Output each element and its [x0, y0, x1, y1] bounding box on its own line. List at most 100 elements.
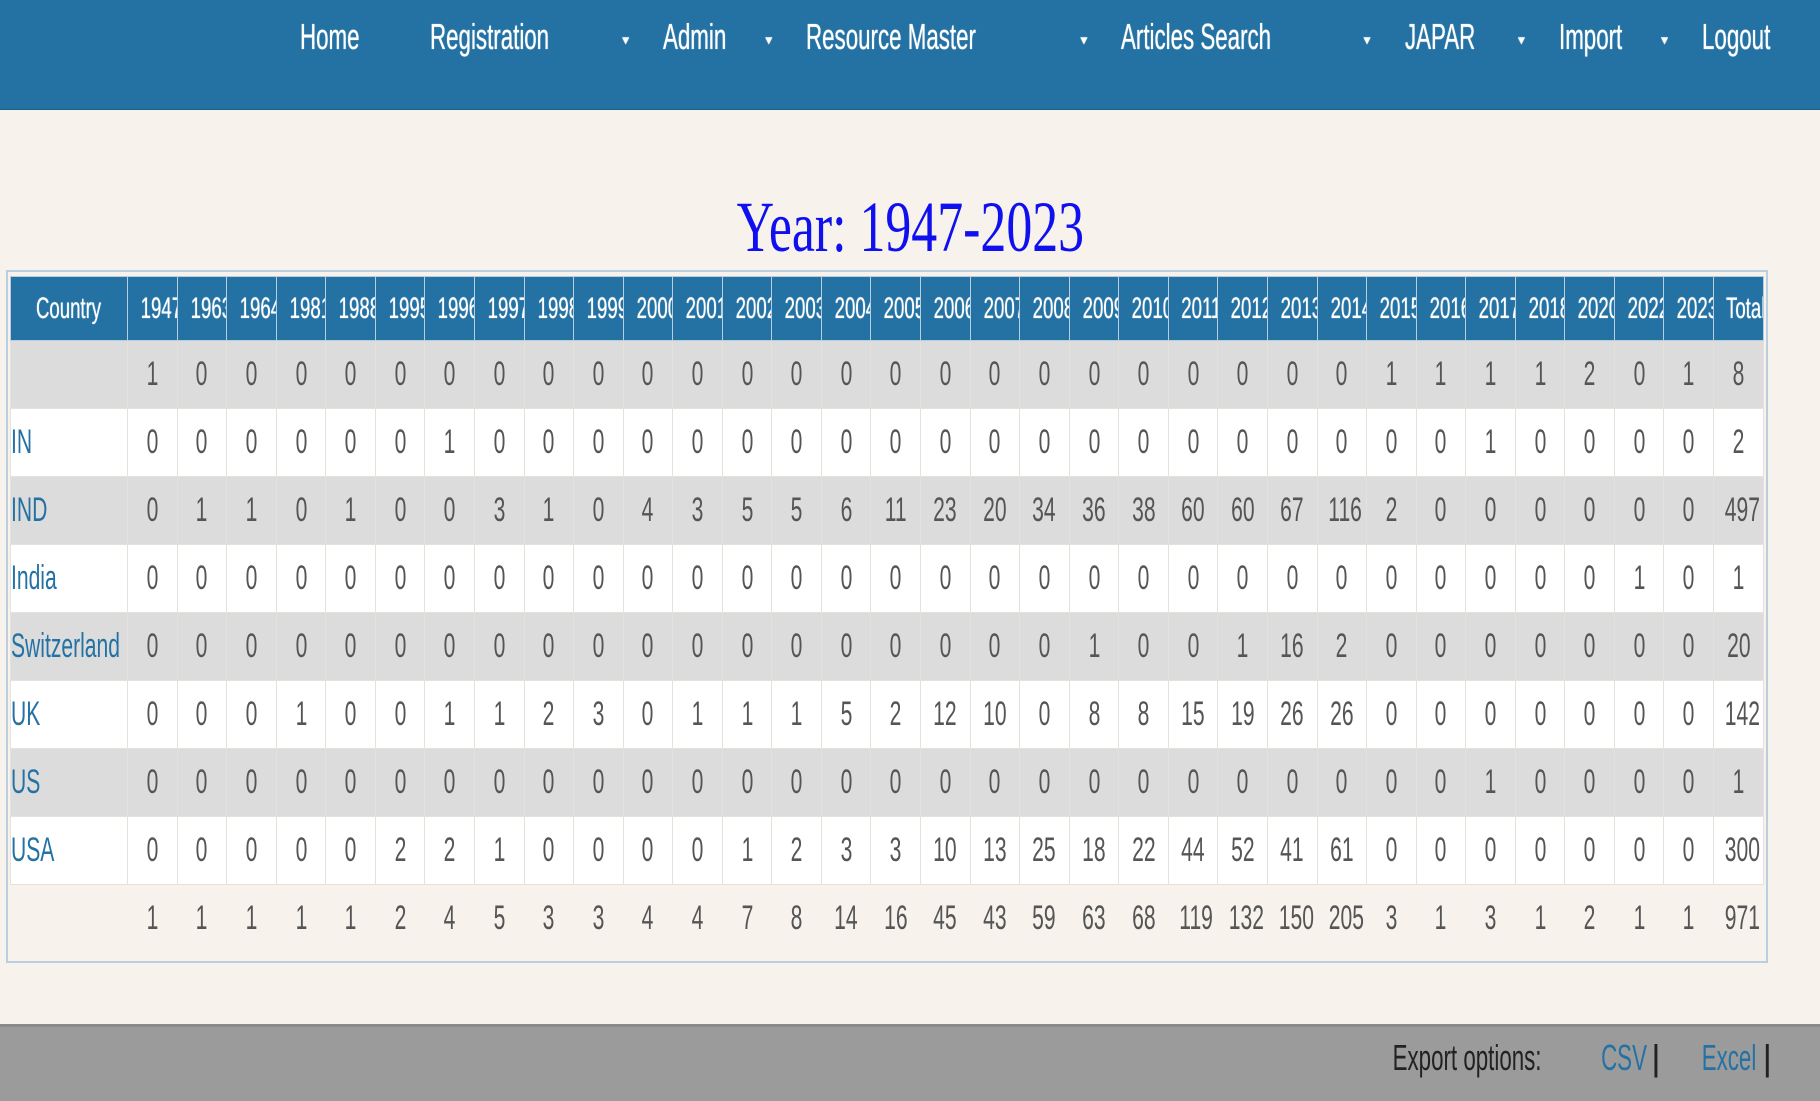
- country-cell[interactable]: US: [10, 748, 128, 817]
- count-cell: 0: [176, 612, 228, 681]
- total-cell: 1: [325, 884, 376, 953]
- column-header: 2003: [771, 276, 822, 341]
- total-cell: 4: [424, 884, 475, 953]
- count-cell: 0: [226, 816, 277, 885]
- nav-item-home[interactable]: Home: [300, 12, 396, 62]
- count-cell: 0: [820, 408, 872, 477]
- count-value: 0: [394, 423, 406, 461]
- count-value: 0: [1088, 423, 1100, 461]
- column-header: 2009: [1068, 276, 1120, 341]
- count-value: 0: [889, 559, 902, 597]
- column-header-label: 1988: [338, 291, 374, 325]
- count-value: 0: [1236, 763, 1249, 801]
- count-cell: 0: [1068, 748, 1120, 817]
- count-value: 0: [195, 831, 208, 869]
- column-header: 2008: [1019, 276, 1070, 341]
- count-value: 0: [493, 763, 506, 801]
- count-value: 0: [295, 423, 307, 461]
- count-value: 0: [939, 627, 952, 665]
- count-value: 67: [1280, 491, 1304, 529]
- nav-item-japar[interactable]: JAPAR ▾: [1405, 12, 1525, 62]
- country-cell[interactable]: Switzerland: [10, 612, 128, 681]
- count-value: 0: [443, 491, 456, 529]
- count-value: 0: [1484, 559, 1497, 597]
- column-header-label: 2009: [1082, 291, 1117, 325]
- count-value: 3: [691, 491, 704, 529]
- nav-item-registration[interactable]: Registration ▾: [430, 12, 629, 62]
- country-name[interactable]: US: [11, 763, 41, 801]
- count-value: 0: [840, 627, 853, 665]
- total-cell: 45: [920, 884, 971, 953]
- count-cell: 0: [1415, 408, 1467, 477]
- column-header: Total: [1713, 276, 1764, 341]
- total-value: 1: [1534, 899, 1546, 937]
- country-name[interactable]: India: [11, 559, 57, 597]
- count-cell: 12: [920, 680, 971, 749]
- count-cell: 0: [920, 748, 971, 817]
- country-name[interactable]: IND: [11, 491, 48, 529]
- count-value: 3: [493, 491, 506, 529]
- count-value: 3: [889, 831, 902, 869]
- count-cell: 0: [1613, 816, 1665, 885]
- count-cell: 52: [1217, 816, 1268, 885]
- count-cell: 0: [523, 408, 575, 477]
- country-cell[interactable]: [10, 340, 128, 409]
- count-value: 0: [1038, 559, 1051, 597]
- count-cell: 2: [523, 680, 575, 749]
- country-name[interactable]: UK: [11, 695, 41, 733]
- count-cell: 5: [771, 476, 822, 545]
- count-value: 2: [790, 831, 803, 869]
- count-value: 13: [983, 831, 1007, 869]
- country-cell[interactable]: India: [10, 544, 128, 613]
- count-value: 1: [443, 423, 456, 461]
- count-cell: 0: [275, 476, 327, 545]
- count-value: 0: [988, 355, 1001, 393]
- country-cell[interactable]: UK: [10, 680, 128, 749]
- count-value: 0: [1187, 423, 1199, 461]
- column-header-label: 2016: [1429, 291, 1464, 325]
- nav-item-admin[interactable]: Admin ▾: [663, 12, 772, 62]
- country-name[interactable]: USA: [11, 831, 55, 869]
- count-value: 0: [1335, 355, 1348, 393]
- nav-item-logout[interactable]: Logout: [1702, 12, 1812, 62]
- country-cell[interactable]: IN: [10, 408, 128, 477]
- total-value: 3: [592, 899, 605, 937]
- country-name[interactable]: IN: [11, 423, 33, 461]
- column-header-label: Country: [36, 291, 102, 325]
- column-header-label: 2011: [1181, 291, 1218, 325]
- count-cell: 0: [325, 544, 376, 613]
- count-value: 0: [344, 627, 357, 665]
- export-excel-link[interactable]: Excel: [1701, 1037, 1756, 1078]
- count-cell: 0: [1366, 680, 1417, 749]
- count-cell: 1: [523, 476, 575, 545]
- count-cell: 0: [1663, 748, 1714, 817]
- nav-item-resource-master[interactable]: Resource Master ▾: [806, 12, 1087, 62]
- count-value: 0: [1137, 423, 1150, 461]
- nav-item-articles-search[interactable]: Articles Search ▾: [1121, 12, 1370, 62]
- country-cell[interactable]: USA: [10, 816, 128, 885]
- country-cell[interactable]: IND: [10, 476, 128, 545]
- count-value: 15: [1181, 695, 1205, 733]
- count-value: 0: [1484, 491, 1497, 529]
- count-value: 0: [1633, 491, 1646, 529]
- count-cell: 5: [721, 476, 773, 545]
- column-header: 2011: [1167, 276, 1219, 341]
- nav-item-import[interactable]: Import ▾: [1559, 12, 1668, 62]
- nav-item-label: Articles Search: [1121, 16, 1272, 57]
- separator: |: [1762, 1037, 1772, 1078]
- export-csv-link[interactable]: CSV: [1601, 1037, 1648, 1078]
- count-cell: 0: [473, 612, 525, 681]
- count-cell: 1: [127, 340, 178, 409]
- count-value: 0: [988, 559, 1001, 597]
- count-cell: 0: [1564, 680, 1615, 749]
- count-cell: 0: [1415, 544, 1467, 613]
- separator: |: [1651, 1037, 1661, 1078]
- count-value: 2: [542, 695, 555, 733]
- count-cell: 0: [275, 408, 327, 477]
- count-cell: 61: [1316, 816, 1368, 885]
- count-cell: 1: [176, 476, 228, 545]
- count-cell: 0: [573, 408, 624, 477]
- count-value: 0: [1038, 355, 1051, 393]
- country-name[interactable]: Switzerland: [11, 627, 120, 665]
